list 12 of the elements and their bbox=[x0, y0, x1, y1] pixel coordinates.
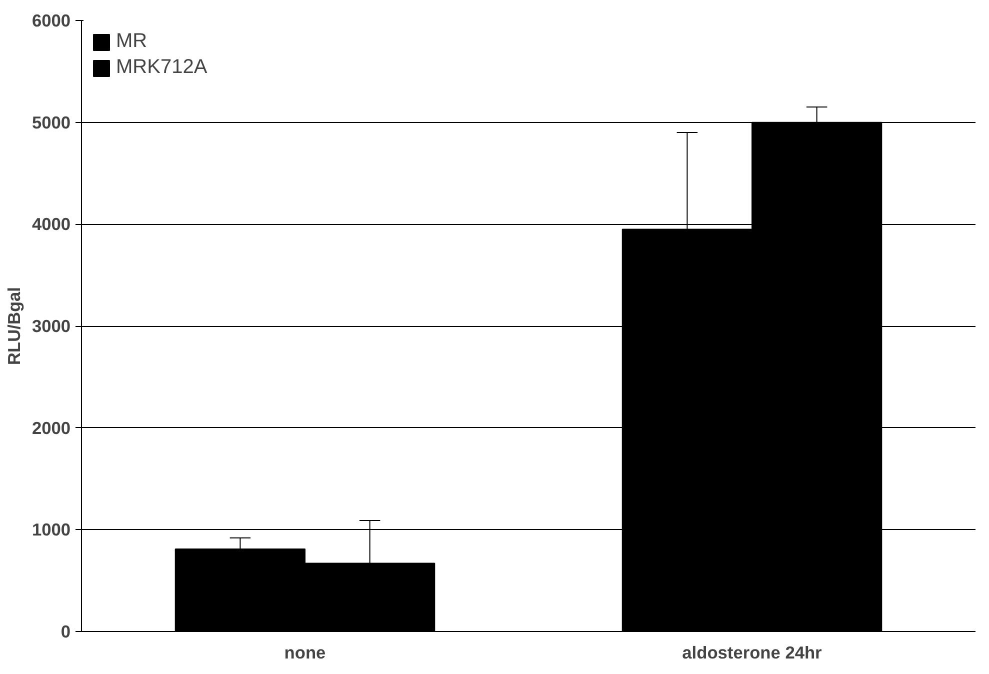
x-tick-label: aldosterone 24hr bbox=[682, 642, 822, 662]
y-tick-label: 4000 bbox=[32, 214, 71, 234]
x-tick-label: none bbox=[284, 642, 326, 662]
y-tick-label: 5000 bbox=[32, 112, 71, 132]
legend-label: MRK712A bbox=[116, 56, 208, 79]
y-tick-label: 6000 bbox=[32, 10, 71, 30]
y-tick-label: 2000 bbox=[32, 418, 71, 438]
y-axis-title: RLU/Bgal bbox=[4, 287, 24, 365]
y-tick-label: 1000 bbox=[32, 520, 71, 540]
y-tick-label: 3000 bbox=[32, 316, 71, 336]
y-tick-label: 0 bbox=[60, 622, 71, 642]
legend-label: MR bbox=[116, 30, 148, 53]
